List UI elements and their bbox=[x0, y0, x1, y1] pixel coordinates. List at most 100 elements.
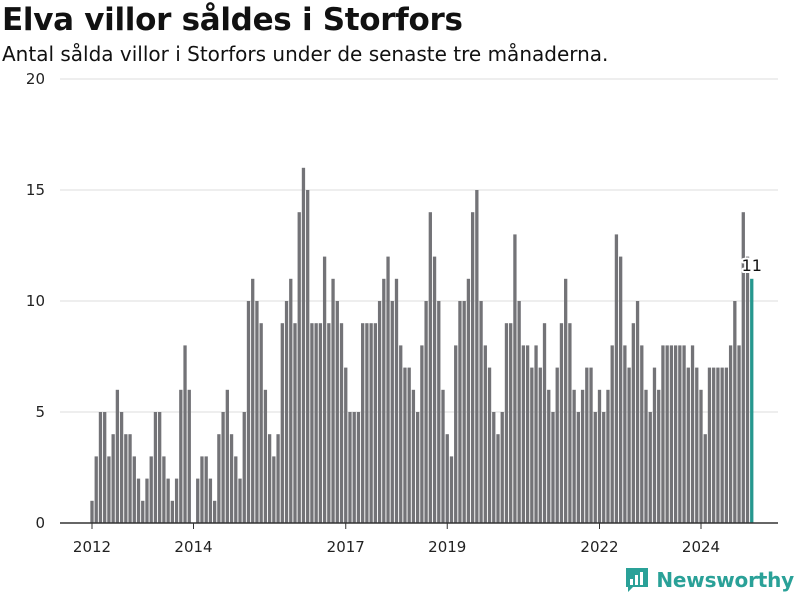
y-tick-label: 10 bbox=[26, 292, 45, 310]
bar bbox=[682, 345, 686, 523]
bar bbox=[377, 301, 382, 523]
data-label: 11 bbox=[742, 256, 762, 275]
x-tick-label: 2012 bbox=[73, 538, 111, 556]
bar-highlighted bbox=[750, 278, 754, 523]
bar bbox=[741, 212, 745, 523]
bar bbox=[242, 412, 246, 523]
bar bbox=[690, 345, 695, 523]
bar bbox=[344, 367, 348, 523]
bar bbox=[652, 367, 657, 523]
bar bbox=[373, 323, 377, 523]
bar bbox=[204, 456, 208, 523]
bar bbox=[733, 301, 737, 523]
y-tick-label: 20 bbox=[26, 70, 45, 88]
bar bbox=[267, 434, 272, 523]
y-tick-label: 15 bbox=[26, 181, 45, 199]
bar bbox=[416, 412, 420, 523]
bar bbox=[314, 323, 318, 523]
bar bbox=[251, 278, 255, 523]
bar bbox=[335, 301, 339, 523]
bar bbox=[94, 456, 98, 523]
bar bbox=[720, 367, 724, 523]
bar bbox=[504, 323, 509, 523]
bar bbox=[221, 412, 225, 523]
bar bbox=[90, 500, 94, 523]
y-tick-label: 0 bbox=[35, 514, 45, 532]
bar bbox=[610, 345, 614, 523]
bar bbox=[98, 412, 103, 523]
bar bbox=[115, 389, 120, 523]
bar bbox=[289, 278, 293, 523]
bar bbox=[627, 367, 631, 523]
bar bbox=[517, 301, 521, 523]
bar bbox=[213, 500, 217, 523]
bar bbox=[606, 389, 610, 523]
bar bbox=[327, 323, 331, 523]
bar bbox=[724, 367, 729, 523]
bar bbox=[174, 478, 179, 523]
bar bbox=[386, 256, 390, 523]
bar bbox=[542, 323, 547, 523]
bar bbox=[576, 412, 580, 523]
bar bbox=[420, 345, 424, 523]
y-axis-labels: 0 5 10 15 20 bbox=[26, 70, 45, 532]
bar bbox=[585, 367, 589, 523]
bar bbox=[737, 345, 741, 523]
bar bbox=[534, 345, 538, 523]
bar bbox=[238, 478, 242, 523]
bar bbox=[458, 301, 462, 523]
bar bbox=[179, 389, 183, 523]
bar bbox=[661, 345, 665, 523]
bar bbox=[699, 389, 703, 523]
bar bbox=[525, 345, 530, 523]
bar bbox=[352, 412, 356, 523]
bar bbox=[487, 367, 492, 523]
bar bbox=[200, 456, 204, 523]
bar bbox=[635, 301, 640, 523]
bar bbox=[411, 389, 416, 523]
bar bbox=[707, 367, 712, 523]
bar bbox=[263, 389, 268, 523]
bar bbox=[234, 456, 238, 523]
bar bbox=[568, 323, 572, 523]
bar bbox=[695, 367, 699, 523]
bar bbox=[665, 345, 669, 523]
bar bbox=[306, 190, 310, 523]
bar bbox=[745, 256, 750, 523]
x-axis: 2012 2014 2017 2019 2022 2024 bbox=[73, 523, 720, 556]
bar bbox=[589, 367, 593, 523]
bar bbox=[640, 345, 644, 523]
bar bbox=[623, 345, 627, 523]
bar bbox=[255, 301, 259, 523]
bar bbox=[196, 478, 200, 523]
bar bbox=[153, 412, 158, 523]
bar bbox=[217, 434, 221, 523]
bar bbox=[593, 412, 597, 523]
bar bbox=[331, 278, 335, 523]
bar bbox=[322, 256, 327, 523]
bar bbox=[500, 412, 504, 523]
bar bbox=[293, 323, 297, 523]
bar bbox=[509, 323, 513, 523]
bar bbox=[580, 389, 585, 523]
bar bbox=[619, 256, 623, 523]
bar bbox=[365, 323, 369, 523]
bar bbox=[318, 323, 323, 523]
bar bbox=[673, 345, 678, 523]
bar bbox=[407, 367, 411, 523]
bar bbox=[111, 434, 115, 523]
bar bbox=[712, 367, 716, 523]
bar bbox=[559, 323, 564, 523]
bar bbox=[128, 434, 132, 523]
bar bbox=[449, 456, 454, 523]
bar bbox=[513, 234, 517, 523]
bar bbox=[428, 212, 432, 523]
bar bbox=[246, 301, 251, 523]
bar bbox=[432, 256, 437, 523]
bar bbox=[170, 500, 174, 523]
bars bbox=[90, 167, 754, 524]
bar bbox=[132, 456, 136, 523]
bar bbox=[483, 345, 487, 523]
bar bbox=[310, 323, 314, 523]
bar bbox=[225, 389, 229, 523]
